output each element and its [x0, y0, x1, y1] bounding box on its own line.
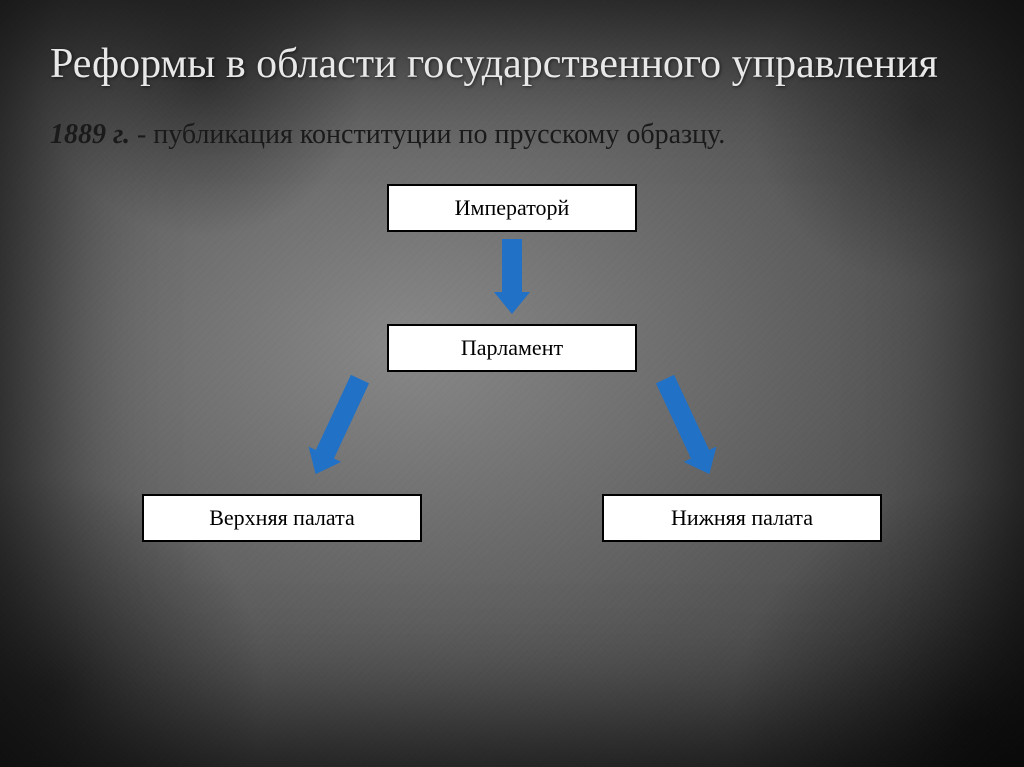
year-emphasis: 1889 г. — [50, 119, 130, 150]
node-upper: Верхняя палата — [142, 494, 422, 542]
hierarchy-diagram: Императорй Парламент Верхняя палата Нижняя … — [112, 184, 912, 604]
slide-title: Реформы в области государственного управ… — [50, 40, 974, 88]
arrow-parliament-lower — [649, 371, 726, 481]
slide-content: Реформы в области государственного управ… — [0, 0, 1024, 644]
node-lower: Нижняя палата — [602, 494, 882, 542]
arrow-parliament-upper — [299, 371, 376, 481]
arrow-emperor-parliament — [494, 239, 530, 314]
slide-subtitle: 1889 г. - публикация конституции по прус… — [50, 116, 974, 154]
node-parliament: Парламент — [387, 324, 637, 372]
node-emperor: Императорй — [387, 184, 637, 232]
subtitle-text: - публикация конституции по прусскому об… — [130, 119, 725, 150]
